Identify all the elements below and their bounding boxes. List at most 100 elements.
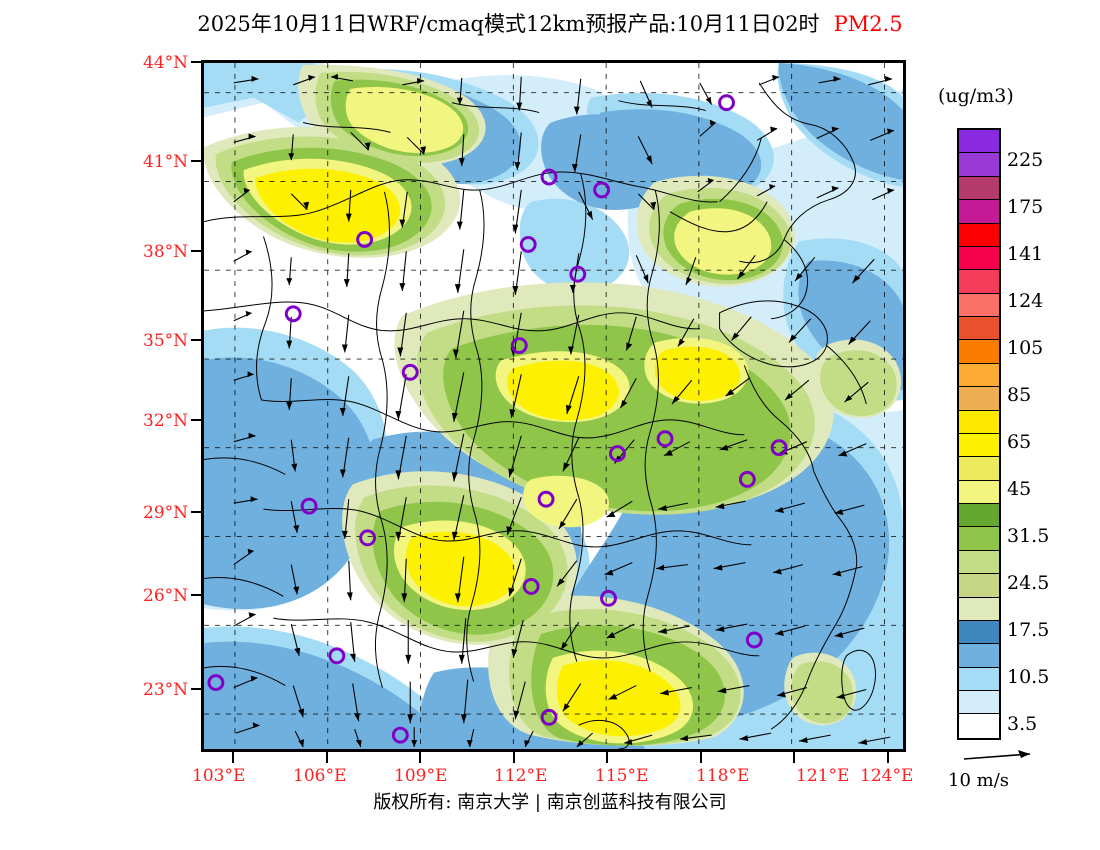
y-tick (191, 419, 202, 421)
city-station-markers (207, 94, 788, 744)
colorbar-band-6 (959, 270, 999, 294)
colorbar-band-3 (959, 200, 999, 224)
station-marker (537, 490, 555, 508)
colorbar-band-14 (959, 457, 999, 481)
y-axis-label-26n: 26°N (143, 586, 189, 606)
contour-band-85 (255, 168, 741, 737)
station-marker (609, 445, 626, 463)
colorbar-label-10_5: 10.5 (1007, 666, 1050, 688)
station-marker (519, 235, 537, 253)
colorbar-label-17_5: 17.5 (1007, 619, 1050, 641)
colorbar-band-12 (959, 410, 999, 434)
colorbar-label-31_5: 31.5 (1007, 525, 1050, 547)
station-marker (738, 470, 756, 488)
pollutant-label: PM2.5 (833, 12, 903, 36)
x-tick (326, 752, 328, 763)
colorbar-label-45: 45 (1007, 478, 1032, 500)
station-marker (600, 589, 617, 607)
colorbar-band-24 (959, 691, 999, 715)
station-marker (300, 497, 318, 515)
x-axis-label-124e: 124°E (860, 766, 914, 786)
province-boundaries (204, 82, 876, 749)
y-axis-label-38n: 38°N (143, 242, 189, 262)
x-tick (419, 752, 421, 763)
x-tick (606, 752, 608, 763)
station-marker (401, 363, 419, 381)
x-tick (793, 752, 795, 763)
colorbar-band-8 (959, 317, 999, 341)
y-axis-label-23n: 23°N (143, 680, 189, 700)
colorbar-band-4 (959, 223, 999, 247)
colorbar-label-124: 124 (1007, 290, 1044, 312)
colorbar-unit-label: (ug/m3) (938, 85, 1014, 107)
y-axis-label-44n: 44°N (143, 53, 189, 73)
y-tick (191, 688, 202, 690)
map-canvas (204, 63, 903, 749)
station-marker (770, 439, 788, 457)
y-axis-label-32n: 32°N (143, 411, 189, 431)
wind-scale-legend: 10 m/s (948, 748, 1092, 798)
title-main-text: 2025年10月11日WRF/cmaq模式12km预报产品:10月11日02时 (197, 12, 820, 36)
y-tick (191, 250, 202, 252)
x-axis-label-112e: 112°E (494, 766, 548, 786)
station-marker (656, 430, 674, 448)
colorbar-band-0 (959, 130, 999, 154)
right-arrow-icon (963, 750, 1031, 760)
colorbar-band-15 (959, 480, 999, 504)
colorbar-label-3_5: 3.5 (1007, 713, 1038, 735)
colorbar-label-65: 65 (1007, 431, 1032, 453)
x-axis-label-106e: 106°E (293, 766, 347, 786)
colorbar-label-85: 85 (1007, 384, 1032, 406)
colorbar-band-11 (959, 387, 999, 411)
colorbar-label-24_5: 24.5 (1007, 572, 1050, 594)
wind-scale-label: 10 m/s (948, 770, 1009, 791)
y-tick (191, 160, 202, 162)
colorbar-band-13 (959, 433, 999, 458)
station-marker (718, 94, 735, 112)
station-marker (391, 726, 409, 744)
x-tick (887, 752, 889, 763)
x-tick (700, 752, 702, 763)
lat-lon-gridlines (204, 63, 903, 749)
colorbar-band-16 (959, 504, 999, 528)
x-tick (513, 752, 515, 763)
station-marker (356, 231, 374, 248)
copyright-footer: 版权所有: 南京大学 | 南京创蓝科技有限公司 (373, 792, 727, 813)
x-axis-label-121e: 121°E (796, 766, 850, 786)
station-marker (207, 674, 225, 692)
colorbar-band-1 (959, 153, 999, 177)
station-marker (510, 337, 528, 354)
colorbar-band-23 (959, 667, 999, 691)
y-tick (191, 511, 202, 513)
y-tick (191, 594, 202, 596)
colorbar[interactable] (957, 128, 1001, 740)
x-axis-label-103e: 103°E (192, 766, 246, 786)
x-axis-label-118e: 118°E (696, 766, 750, 786)
colorbar-band-2 (959, 176, 999, 201)
map-plot-area[interactable] (201, 60, 906, 752)
colorbar-band-21 (959, 620, 999, 645)
y-axis-label-35n: 35°N (143, 331, 189, 351)
station-marker (284, 305, 302, 323)
station-marker (328, 647, 346, 665)
x-tick (232, 752, 234, 763)
y-axis-label-41n: 41°N (143, 152, 189, 172)
station-marker (540, 708, 558, 726)
station-marker (359, 529, 377, 547)
station-marker (540, 168, 558, 186)
page-title: 2025年10月11日WRF/cmaq模式12km预报产品:10月11日02时 P… (0, 8, 1100, 38)
colorbar-label-105: 105 (1007, 337, 1044, 359)
colorbar-band-20 (959, 597, 999, 621)
colorbar-band-22 (959, 644, 999, 668)
colorbar-band-25 (959, 714, 999, 738)
colorbar-band-18 (959, 550, 999, 575)
y-tick (191, 61, 202, 63)
colorbar-band-5 (959, 246, 999, 271)
colorbar-label-141: 141 (1007, 243, 1044, 265)
y-tick (191, 339, 202, 341)
station-marker (593, 181, 611, 199)
y-axis-label-29n: 29°N (143, 503, 189, 523)
station-marker (522, 577, 540, 595)
colorbar-band-7 (959, 293, 999, 317)
